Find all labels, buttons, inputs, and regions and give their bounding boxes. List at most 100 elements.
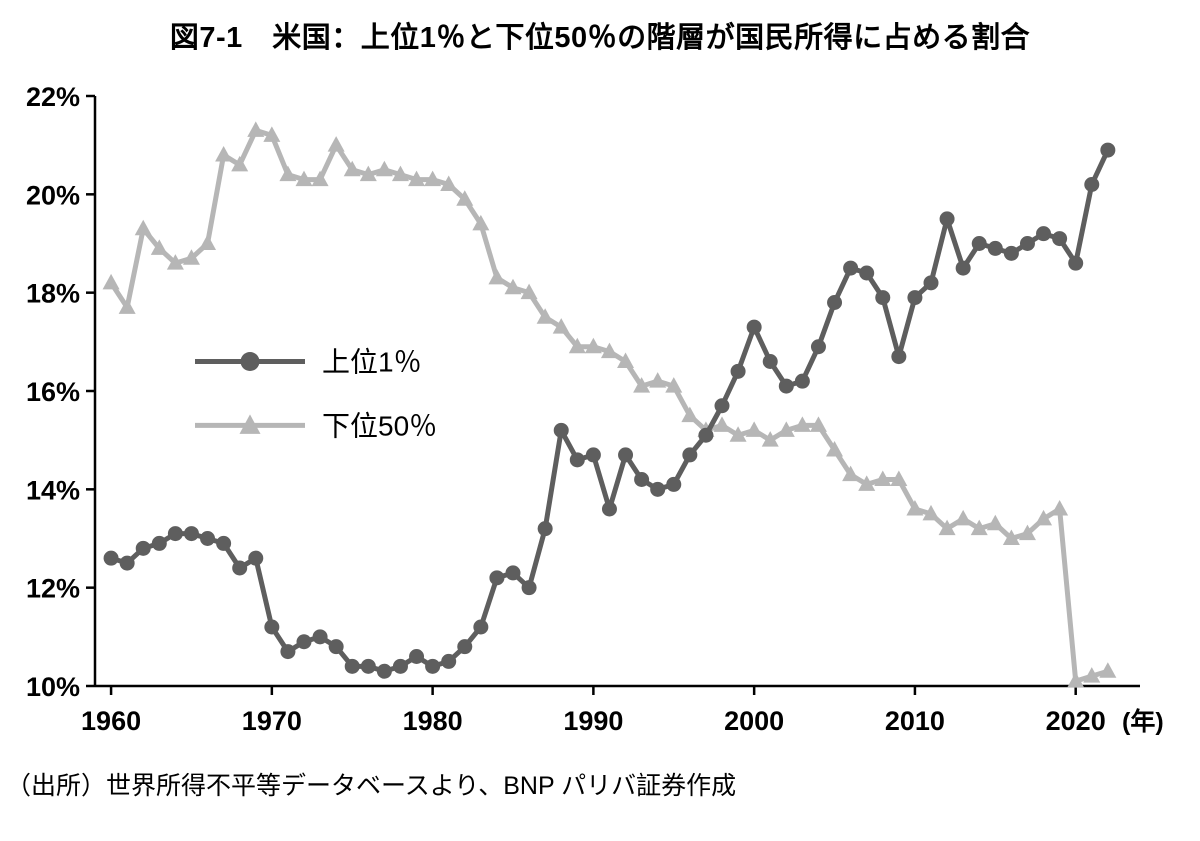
x-tick-label: 2010 xyxy=(885,706,945,736)
data-point xyxy=(1099,662,1117,678)
data-point xyxy=(875,290,891,306)
x-tick-label: 1960 xyxy=(81,706,141,736)
x-axis-unit-label: (年) xyxy=(1122,707,1164,736)
data-point xyxy=(809,416,827,432)
data-point xyxy=(103,550,119,566)
data-point xyxy=(682,447,698,463)
series-1 xyxy=(103,142,1116,679)
data-point xyxy=(618,447,634,463)
data-point xyxy=(1019,236,1035,251)
data-point xyxy=(441,653,457,669)
data-point xyxy=(713,416,731,432)
data-point xyxy=(239,414,261,434)
data-point xyxy=(264,619,280,635)
data-point xyxy=(793,416,811,432)
data-point xyxy=(971,236,987,251)
data-point xyxy=(232,560,248,576)
data-point xyxy=(585,447,601,463)
data-point xyxy=(1100,142,1116,158)
data-point xyxy=(473,619,489,635)
data-point xyxy=(391,165,409,182)
data-point xyxy=(922,504,940,521)
data-point xyxy=(280,644,296,660)
data-point xyxy=(343,160,361,177)
data-point xyxy=(794,373,810,389)
data-point xyxy=(311,170,329,187)
data-point xyxy=(296,634,312,650)
chart-svg: 10% 12% 14% 16% 18% 20% 22% 1960 1970 1980 1990 200… xyxy=(26,82,1164,736)
data-point xyxy=(842,465,860,482)
data-point xyxy=(1018,524,1036,541)
data-point xyxy=(1035,509,1053,526)
data-point xyxy=(698,427,714,443)
data-point xyxy=(151,535,167,551)
data-point xyxy=(489,570,505,586)
data-point xyxy=(456,190,474,206)
legend-label: 下位50％ xyxy=(322,410,437,441)
data-point xyxy=(409,649,425,664)
data-point xyxy=(408,170,426,187)
data-point xyxy=(777,421,795,437)
data-point xyxy=(134,219,152,236)
data-point xyxy=(745,421,763,437)
data-point xyxy=(488,268,506,285)
data-point xyxy=(634,472,650,487)
data-point xyxy=(1003,245,1019,261)
data-point xyxy=(457,639,473,655)
x-tick-label: 2000 xyxy=(724,706,784,736)
data-point xyxy=(938,519,956,536)
x-tick-label: 2020 xyxy=(1046,706,1106,736)
y-tick-label: 14% xyxy=(26,475,80,505)
data-point xyxy=(1067,672,1085,688)
data-point xyxy=(376,663,392,679)
data-point xyxy=(231,155,249,172)
data-point xyxy=(183,526,199,542)
data-point xyxy=(327,136,345,152)
series-line xyxy=(110,149,1111,674)
data-point xyxy=(150,239,168,255)
x-tick-label: 1990 xyxy=(563,706,623,736)
data-point xyxy=(295,170,313,187)
data-point xyxy=(761,431,779,447)
y-tick-label: 12% xyxy=(26,574,80,604)
y-tick-label: 10% xyxy=(26,672,80,702)
data-point xyxy=(215,146,233,162)
data-point xyxy=(135,540,151,556)
data-point xyxy=(536,308,554,324)
data-point xyxy=(118,298,136,314)
data-point xyxy=(955,260,971,276)
data-point xyxy=(166,254,184,270)
data-point xyxy=(650,481,666,497)
data-point xyxy=(601,501,617,517)
data-point xyxy=(729,426,747,442)
data-point xyxy=(1083,667,1101,683)
data-point xyxy=(200,531,216,546)
legend-item xyxy=(195,352,305,371)
data-point xyxy=(537,521,553,537)
data-point xyxy=(1002,529,1020,545)
data-point xyxy=(1036,226,1052,242)
data-point xyxy=(970,519,988,536)
x-tick-label: 1980 xyxy=(403,706,463,736)
data-point xyxy=(633,377,651,393)
data-point xyxy=(240,352,260,371)
data-point xyxy=(714,398,730,414)
data-point xyxy=(890,470,908,486)
y-tick-label: 22% xyxy=(26,82,80,112)
data-point xyxy=(681,406,699,423)
series-line xyxy=(108,127,1109,684)
data-point xyxy=(778,378,794,394)
data-point xyxy=(1068,255,1084,271)
legend-item xyxy=(195,414,305,434)
data-point xyxy=(746,319,762,335)
data-point xyxy=(666,476,682,492)
data-point xyxy=(167,526,183,542)
data-point xyxy=(328,639,344,655)
data-point xyxy=(1051,500,1069,516)
data-point xyxy=(987,240,1003,256)
data-point xyxy=(906,500,924,516)
data-point xyxy=(954,509,972,526)
data-point xyxy=(584,337,602,354)
data-point xyxy=(1084,177,1100,192)
data-point xyxy=(891,349,907,365)
